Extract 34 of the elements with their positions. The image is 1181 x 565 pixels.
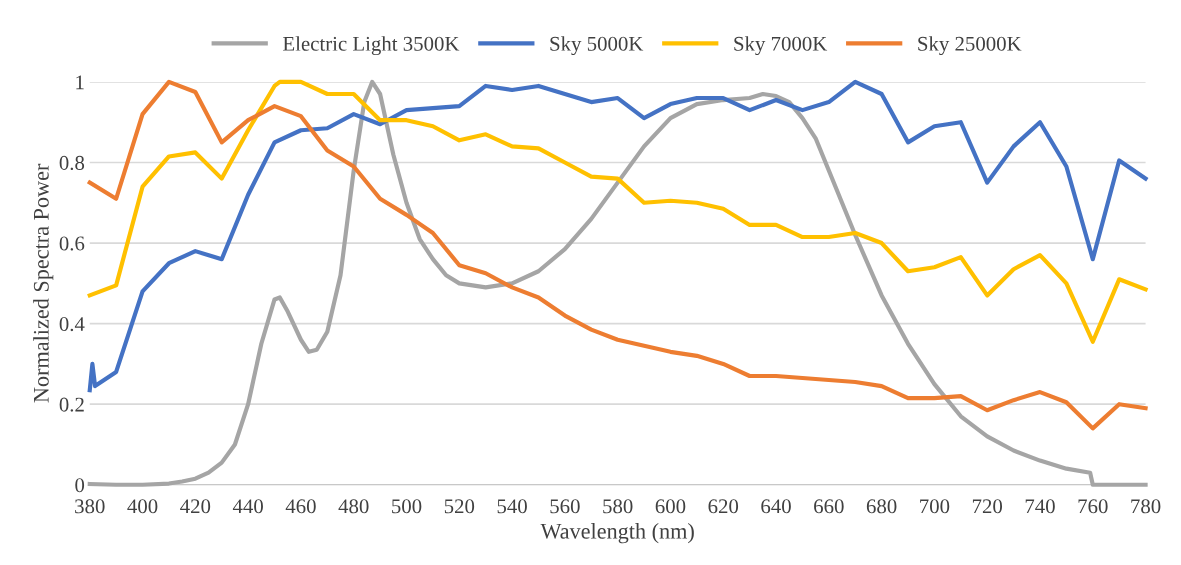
x-tick-label: 720 [972, 499, 1003, 514]
x-tick-label: 520 [444, 499, 475, 514]
x-tick-label: 680 [866, 499, 897, 514]
x-tick-label: 760 [1078, 499, 1108, 514]
x-axis-title: Wavelength (nm) [540, 523, 694, 544]
y-tick-label: 1 [76, 75, 84, 90]
y-tick-label: 0.8 [59, 155, 85, 171]
x-tick-label: 380 [75, 499, 105, 514]
x-tick-label: 440 [232, 499, 263, 514]
y-tick-label: 0.2 [59, 397, 84, 412]
y-tick-label: 0 [75, 478, 85, 493]
x-tick-label: 660 [814, 499, 844, 514]
legend-label: Sky 5000K [550, 36, 644, 56]
legend-label: Sky 25000K [918, 36, 1022, 56]
x-tick-label: 420 [180, 499, 211, 514]
y-tick-label: 0.6 [59, 236, 85, 251]
x-tick-label: 700 [920, 499, 950, 514]
x-tick-label: 480 [338, 499, 369, 514]
x-tick-label: 560 [550, 499, 580, 514]
y-tick-label: 0.4 [59, 317, 85, 332]
legend-label: Sky 7000K [734, 36, 828, 56]
x-tick-label: 460 [285, 499, 316, 514]
line-series [87, 79, 1148, 344]
x-tick-label: 640 [761, 499, 791, 514]
x-tick-label: 400 [127, 499, 158, 514]
x-tick-label: 620 [708, 499, 739, 514]
x-tick-label: 540 [497, 499, 527, 514]
x-tick-label: 500 [392, 499, 422, 514]
y-axis-title: Normalized Spectra Power [33, 163, 54, 403]
x-tick-label: 780 [1131, 499, 1161, 514]
x-tick-label: 600 [655, 499, 686, 514]
x-tick-label: 580 [603, 499, 633, 514]
x-tick-label: 740 [1025, 499, 1055, 514]
legend-label: Electric Light 3500K [283, 36, 460, 56]
